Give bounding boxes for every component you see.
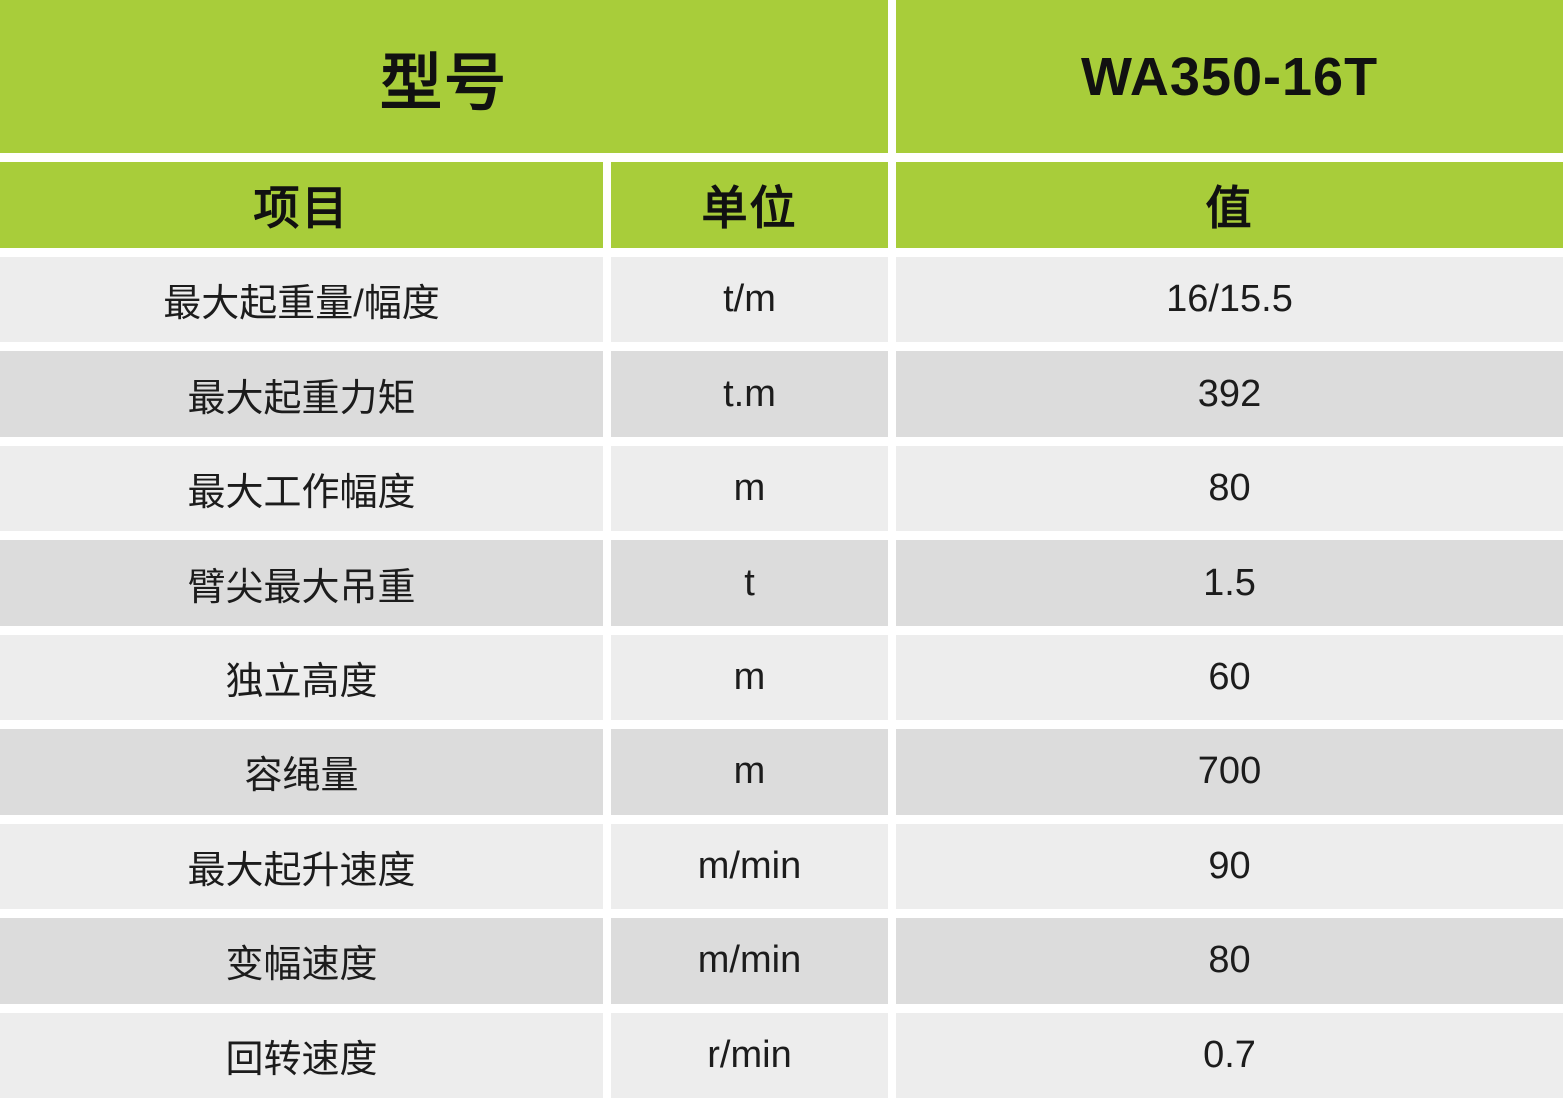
item-text: 独立高度: [225, 660, 378, 703]
row-unit: m: [611, 445, 888, 532]
model-header-label: 型号: [379, 48, 508, 118]
row-item: 变幅速度: [0, 918, 603, 1004]
item-text: 回转速度: [225, 1038, 378, 1081]
row-item: 独立高度: [0, 634, 603, 721]
row-unit: m: [611, 634, 888, 721]
column-header-value: 值: [896, 162, 1563, 248]
unit-text: m/min: [697, 939, 802, 982]
item-text: 最大起重量/幅度: [163, 283, 440, 326]
column-header-item: 项目: [0, 162, 603, 248]
row-value: 80: [896, 445, 1563, 532]
unit-text: t.m: [723, 372, 776, 415]
item-text: 最大工作幅度: [187, 472, 416, 515]
unit-text: m: [733, 750, 766, 793]
value-text: 16/15.5: [1166, 278, 1293, 321]
row-unit: m/min: [611, 823, 888, 910]
row-value: 700: [896, 729, 1563, 815]
item-text: 臂尖最大吊重: [187, 566, 416, 609]
row-unit: t/m: [611, 257, 888, 343]
unit-text: m: [733, 655, 766, 698]
row-value: 1.5: [896, 540, 1563, 626]
value-text: 80: [1208, 467, 1251, 510]
value-text: 90: [1208, 844, 1251, 887]
value-text: 1.5: [1203, 561, 1256, 604]
row-value: 90: [896, 823, 1563, 910]
column-header-item-label: 项目: [253, 182, 350, 234]
row-item: 最大起升速度: [0, 823, 603, 910]
row-item: 最大起重力矩: [0, 351, 603, 437]
row-item: 最大工作幅度: [0, 445, 603, 532]
column-header-unit: 单位: [611, 162, 888, 248]
row-value: 392: [896, 351, 1563, 437]
unit-text: m: [733, 467, 766, 510]
value-text: 60: [1208, 655, 1251, 698]
value-text: 392: [1197, 372, 1262, 415]
row-value: 0.7: [896, 1012, 1563, 1098]
model-value-cell: WA350-16T: [896, 0, 1563, 153]
row-item: 回转速度: [0, 1012, 603, 1098]
unit-text: r/min: [707, 1033, 792, 1076]
value-text: 80: [1208, 939, 1251, 982]
row-unit: m/min: [611, 918, 888, 1004]
model-value-text: WA350-16T: [1080, 46, 1379, 107]
item-text: 容绳量: [244, 755, 359, 798]
column-header-value-label: 值: [1205, 182, 1254, 234]
row-value: 80: [896, 918, 1563, 1004]
row-unit: t.m: [611, 351, 888, 437]
row-value: 60: [896, 634, 1563, 721]
row-item: 最大起重量/幅度: [0, 257, 603, 343]
unit-text: m/min: [697, 844, 802, 887]
row-unit: m: [611, 729, 888, 815]
item-text: 最大起升速度: [187, 849, 416, 892]
row-unit: r/min: [611, 1012, 888, 1098]
row-unit: t: [611, 540, 888, 626]
item-text: 变幅速度: [225, 944, 378, 987]
column-header-unit-label: 单位: [701, 182, 798, 234]
unit-text: t/m: [723, 278, 776, 321]
row-item: 臂尖最大吊重: [0, 540, 603, 626]
value-text: 0.7: [1203, 1033, 1256, 1076]
value-text: 700: [1197, 750, 1262, 793]
model-header-cell: 型号: [0, 0, 888, 153]
row-item: 容绳量: [0, 729, 603, 815]
unit-text: t: [744, 561, 755, 604]
row-value: 16/15.5: [896, 257, 1563, 343]
item-text: 最大起重力矩: [187, 377, 416, 420]
